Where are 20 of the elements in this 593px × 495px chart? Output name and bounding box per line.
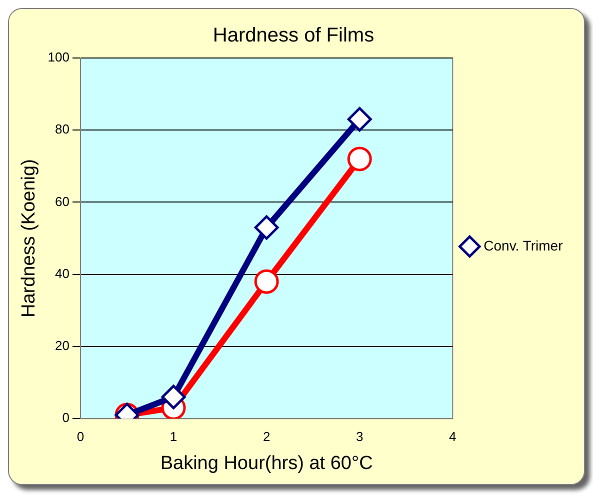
x-tick-label: 4 — [449, 428, 456, 444]
x-tick-label: 0 — [76, 428, 84, 444]
y-tick-label: 40 — [55, 266, 70, 281]
point — [161, 384, 186, 410]
y-tick-label: 80 — [55, 122, 70, 137]
y-tick-label: 60 — [55, 194, 70, 209]
x-tick-label: 1 — [170, 428, 178, 444]
y-axis-title: Hardness (Koenig) — [18, 159, 40, 318]
y-tick-label: 20 — [55, 338, 70, 354]
legend-label: Conv. Trimer — [484, 237, 564, 254]
point — [254, 269, 279, 294]
x-tick-label: 2 — [262, 428, 270, 444]
chart-title: Hardness of Films — [212, 24, 374, 47]
y-tick-label: 0 — [62, 410, 70, 426]
point — [254, 215, 279, 240]
point — [347, 146, 372, 172]
x-axis-title: Baking Hour(hrs) at 60°C — [160, 452, 373, 474]
point — [347, 107, 372, 132]
x-tick-label: 3 — [356, 428, 364, 444]
y-tick-label: 100 — [48, 50, 70, 65]
